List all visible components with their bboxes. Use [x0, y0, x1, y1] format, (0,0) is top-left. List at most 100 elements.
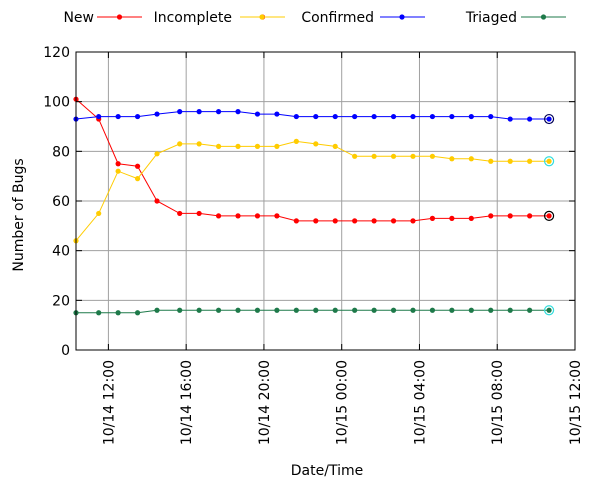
data-point [254, 143, 261, 149]
last-point-marker [543, 210, 555, 221]
data-point [449, 113, 455, 120]
data-point [468, 113, 474, 120]
data-point [177, 210, 183, 217]
x-axis-title: Date/Time [291, 463, 363, 479]
x-tick-label: 10/15 04:00 [412, 360, 428, 445]
series-layer [73, 96, 555, 316]
data-point [96, 210, 102, 217]
data-point [177, 141, 183, 147]
data-point [507, 213, 513, 219]
series-line [75, 111, 550, 120]
y-tick-label: 60 [52, 194, 70, 210]
data-point [410, 218, 416, 224]
series-unlabeled-blue [73, 109, 555, 125]
y-tick-label: 20 [52, 293, 70, 309]
legend-swatch-marker [116, 14, 123, 20]
series-confirmed [73, 138, 555, 244]
x-axis: 10/14 12:00 10/14 16:00 10/14 20:00 10/15 0… [101, 52, 584, 445]
data-point [352, 113, 358, 120]
data-point [96, 310, 102, 316]
data-point [235, 213, 241, 219]
data-point [274, 213, 280, 219]
data-point [429, 153, 436, 159]
data-point [527, 116, 533, 122]
data-point [293, 113, 299, 120]
data-point [154, 307, 160, 313]
data-point [115, 161, 121, 167]
data-point [390, 153, 397, 159]
data-point [115, 310, 121, 316]
data-point [410, 153, 416, 159]
data-point [449, 156, 455, 162]
data-point [449, 307, 455, 313]
data-point [507, 116, 513, 122]
data-point [449, 215, 455, 221]
data-point [410, 307, 416, 313]
data-point [115, 113, 121, 120]
data-point [390, 307, 397, 313]
series-incomplete [73, 96, 555, 224]
data-point [274, 111, 280, 117]
x-tick-label: 10/15 00:00 [335, 360, 351, 445]
series-triaged [73, 305, 555, 316]
data-point [154, 151, 160, 157]
legend-label-triaged: Triaged [465, 10, 517, 26]
y-tick-label: 120 [43, 45, 70, 61]
legend-swatch-marker [399, 14, 405, 20]
last-point-marker [543, 113, 555, 125]
data-point [352, 153, 358, 159]
y-tick-label: 0 [61, 343, 70, 359]
data-point [134, 163, 141, 169]
y-tick-label: 40 [52, 244, 70, 260]
data-point [134, 176, 141, 182]
data-point [177, 307, 183, 313]
data-point [313, 218, 319, 224]
data-point [215, 213, 222, 219]
data-point [468, 215, 474, 221]
data-point [274, 143, 280, 149]
legend: New Incomplete Confirmed Triaged [63, 10, 566, 26]
data-point [488, 307, 494, 313]
legend-swatch-marker [259, 14, 265, 20]
data-point [332, 113, 338, 120]
data-point [134, 113, 141, 120]
data-point [527, 213, 533, 219]
data-point [371, 113, 377, 120]
data-point [352, 307, 358, 313]
x-tick-label: 10/14 12:00 [101, 360, 117, 445]
data-point [468, 156, 474, 162]
data-point [196, 109, 202, 115]
data-point [215, 307, 222, 313]
y-axis-title: Number of Bugs [11, 158, 27, 271]
data-point [371, 307, 377, 313]
data-point [371, 218, 377, 224]
y-axis: 0 20 40 60 80 100 120 [43, 45, 575, 359]
data-point [154, 198, 160, 204]
data-point [352, 218, 358, 224]
data-point [196, 307, 202, 313]
data-point [293, 138, 299, 144]
data-point [274, 307, 280, 313]
legend-label-confirmed: Confirmed [301, 10, 374, 26]
data-point [196, 210, 202, 217]
data-point [313, 307, 319, 313]
last-point-marker [543, 156, 555, 167]
data-point [215, 143, 222, 149]
data-point [177, 109, 183, 115]
data-point [546, 116, 552, 122]
data-point [527, 158, 533, 164]
data-point [313, 113, 319, 120]
grid [76, 52, 575, 350]
legend-label-incomplete: Incomplete [154, 10, 232, 26]
y-tick-label: 80 [52, 144, 70, 160]
data-point [293, 307, 299, 313]
x-tick-label: 10/14 20:00 [257, 360, 273, 445]
data-point [254, 213, 261, 219]
data-point [429, 307, 436, 313]
data-point [546, 307, 552, 313]
legend-swatch-marker [540, 14, 547, 20]
data-point [235, 307, 241, 313]
y-tick-label: 100 [43, 95, 70, 111]
data-point [332, 143, 338, 149]
